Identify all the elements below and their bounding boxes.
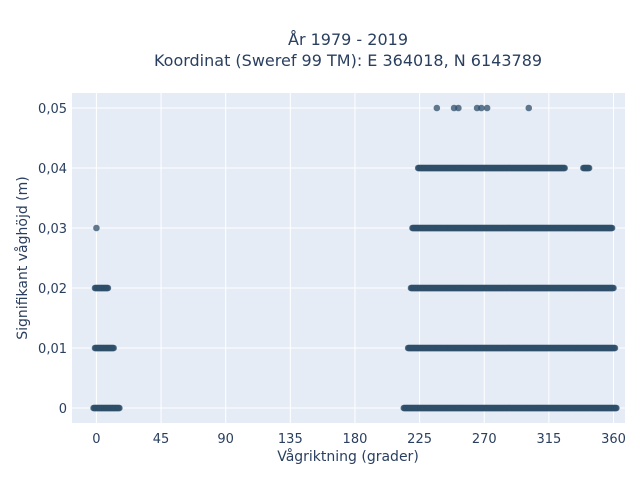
x-axis-ticks: 0 45 90 135 180 225 270 315 360 bbox=[92, 432, 626, 447]
y-tick-label: 0,03 bbox=[38, 222, 67, 237]
data-point bbox=[585, 164, 593, 172]
x-tick-label: 315 bbox=[536, 432, 561, 447]
data-point bbox=[613, 404, 620, 412]
x-tick-label: 135 bbox=[278, 432, 303, 447]
x-tick-label: 225 bbox=[407, 432, 432, 447]
data-point bbox=[478, 104, 485, 112]
chart-title-line2: Koordinat (Sweref 99 TM): E 364018, N 61… bbox=[154, 51, 542, 70]
data-point bbox=[110, 344, 117, 352]
plot-area bbox=[72, 93, 625, 423]
data-point bbox=[93, 224, 100, 232]
data-point bbox=[525, 104, 533, 112]
data-point bbox=[433, 104, 441, 112]
y-tick-label: 0,01 bbox=[38, 342, 67, 357]
data-point bbox=[455, 104, 462, 112]
data-points bbox=[90, 104, 620, 412]
y-axis-ticks: 0 0,01 0,02 0,03 0,04 0,05 bbox=[38, 102, 67, 417]
x-tick-label: 45 bbox=[153, 432, 170, 447]
data-point bbox=[611, 344, 619, 352]
y-tick-label: 0,02 bbox=[38, 282, 67, 297]
y-tick-label: 0,05 bbox=[38, 102, 67, 117]
x-tick-label: 90 bbox=[217, 432, 234, 447]
x-tick-label: 360 bbox=[601, 432, 626, 447]
data-point bbox=[483, 104, 491, 112]
data-point bbox=[561, 164, 568, 172]
x-tick-label: 270 bbox=[472, 432, 497, 447]
chart-title-line1: År 1979 - 2019 bbox=[288, 30, 408, 49]
data-point bbox=[104, 284, 112, 292]
x-tick-label: 0 bbox=[92, 432, 100, 447]
y-axis-label: Signifikant våghöjd (m) bbox=[14, 176, 31, 339]
x-axis-label: Vågriktning (grader) bbox=[277, 448, 419, 465]
data-point bbox=[116, 404, 123, 412]
y-tick-label: 0,04 bbox=[38, 162, 67, 177]
x-tick-label: 180 bbox=[343, 432, 368, 447]
y-tick-label: 0 bbox=[59, 402, 67, 417]
data-point bbox=[608, 224, 616, 232]
data-point bbox=[610, 284, 617, 292]
